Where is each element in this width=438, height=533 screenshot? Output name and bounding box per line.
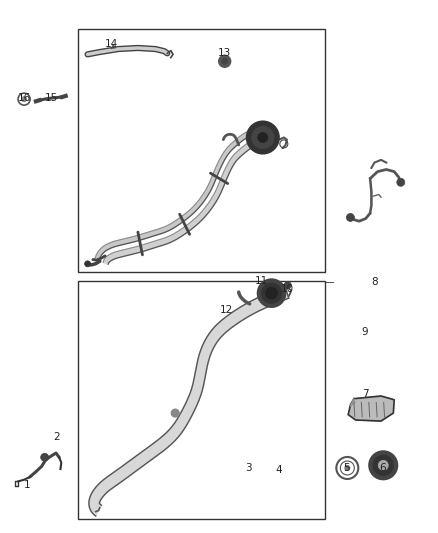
Text: 15: 15 xyxy=(45,93,58,102)
Circle shape xyxy=(261,283,282,303)
Circle shape xyxy=(222,58,228,64)
Circle shape xyxy=(41,453,49,462)
Circle shape xyxy=(247,122,279,154)
Circle shape xyxy=(284,281,291,289)
Circle shape xyxy=(258,279,286,307)
Circle shape xyxy=(346,213,354,222)
Circle shape xyxy=(171,409,179,417)
Polygon shape xyxy=(348,396,394,421)
Text: 8: 8 xyxy=(371,278,378,287)
Circle shape xyxy=(397,178,405,187)
Text: 10: 10 xyxy=(281,284,294,294)
Circle shape xyxy=(219,55,231,67)
Text: 12: 12 xyxy=(220,305,233,315)
Circle shape xyxy=(344,465,350,471)
Text: 7: 7 xyxy=(362,390,369,399)
Circle shape xyxy=(21,96,27,102)
Circle shape xyxy=(258,133,268,142)
Polygon shape xyxy=(103,140,261,264)
Circle shape xyxy=(378,461,388,470)
Text: 9: 9 xyxy=(361,327,368,336)
Bar xyxy=(78,29,325,272)
Circle shape xyxy=(369,451,397,479)
Bar xyxy=(78,281,325,519)
Text: 5: 5 xyxy=(343,463,350,473)
Text: 1: 1 xyxy=(24,480,31,490)
Polygon shape xyxy=(89,286,289,516)
Text: 16: 16 xyxy=(18,93,31,102)
Polygon shape xyxy=(95,130,265,261)
Circle shape xyxy=(373,455,393,475)
Text: 3: 3 xyxy=(245,463,252,473)
Circle shape xyxy=(265,287,278,299)
Circle shape xyxy=(252,126,274,149)
Text: 2: 2 xyxy=(53,432,60,442)
Text: 11: 11 xyxy=(255,277,268,286)
Text: 14: 14 xyxy=(105,39,118,49)
Circle shape xyxy=(85,261,91,267)
Text: 13: 13 xyxy=(218,49,231,58)
Polygon shape xyxy=(350,399,355,406)
Text: 6: 6 xyxy=(379,463,386,473)
Text: 4: 4 xyxy=(275,465,282,475)
